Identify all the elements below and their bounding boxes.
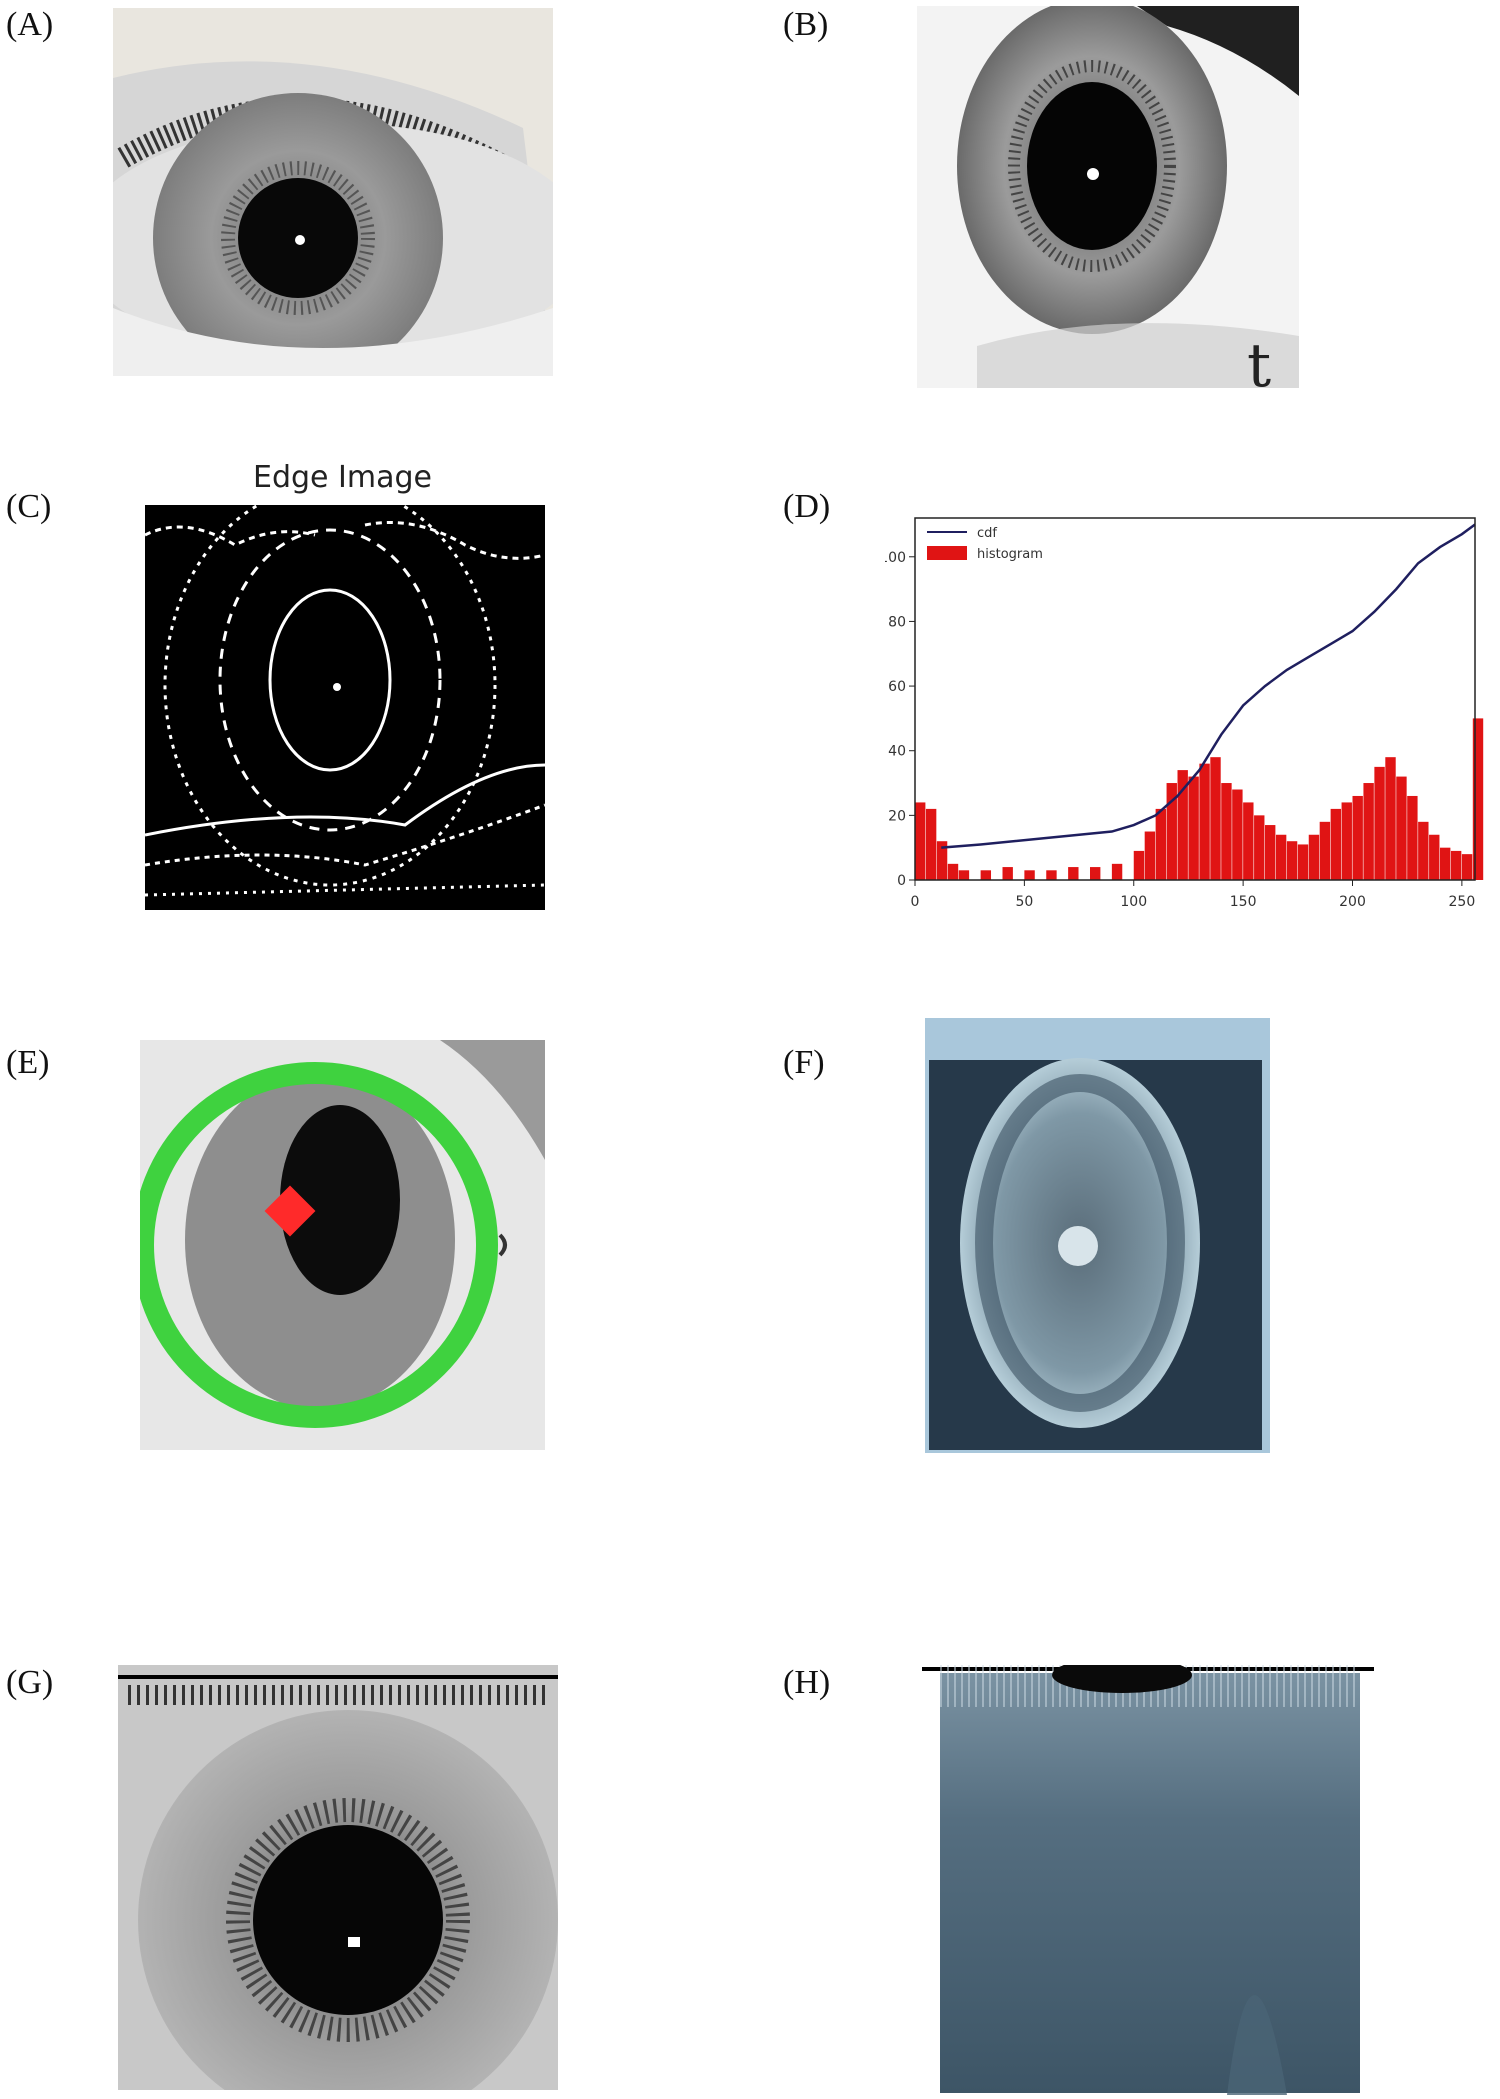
histogram-bar <box>1308 834 1320 880</box>
histogram-bar <box>1440 847 1451 880</box>
histogram-bar <box>1385 757 1396 880</box>
histogram-bar <box>1166 783 1177 880</box>
plot-frame <box>914 517 1476 881</box>
histogram-bar <box>1046 870 1057 880</box>
histogram-bar <box>1221 783 1232 880</box>
histogram-bar <box>1265 825 1276 880</box>
histogram-bar <box>1144 831 1156 880</box>
histogram-bar <box>958 870 970 880</box>
y-tick-label: 20 <box>888 808 906 824</box>
histogram-bar <box>1450 850 1462 880</box>
x-tick-label: 50 <box>1015 894 1033 910</box>
eye-image-b: t <box>917 6 1299 388</box>
eye-image-e <box>140 1040 545 1450</box>
eye-image-a <box>113 8 553 376</box>
cdf-line <box>941 523 1476 849</box>
x-tick-label: 100 <box>1120 894 1147 910</box>
histogram-bar <box>1068 867 1079 880</box>
histogram-bar <box>947 863 959 880</box>
panel-label-d: (D) <box>783 488 831 525</box>
histogram-bar <box>1341 802 1352 880</box>
histogram-bar <box>1024 870 1035 880</box>
panel-label-c: (C) <box>6 488 52 525</box>
iris-strip-h <box>922 1665 1374 2095</box>
edge-image-c <box>145 505 545 910</box>
histogram-bar <box>1002 867 1013 880</box>
y-tick-label: 60 <box>888 679 906 695</box>
x-tick-label: 150 <box>1230 894 1257 910</box>
y-tick-label: 100 <box>885 550 906 566</box>
histogram-bar <box>1243 802 1254 880</box>
histogram-bar <box>1472 718 1484 880</box>
panel-label-g: (G) <box>6 1664 54 1701</box>
x-tick-label: 200 <box>1339 894 1366 910</box>
histogram-bar <box>1177 770 1188 880</box>
panel-label-b: (B) <box>783 6 829 43</box>
legend-swatch-histogram <box>927 546 967 560</box>
x-tick-label: 250 <box>1449 894 1476 910</box>
panel-label-e: (E) <box>6 1044 50 1081</box>
panel-label-h: (H) <box>783 1664 831 1701</box>
histogram-bar <box>1133 850 1145 880</box>
edge-image-title: Edge Image <box>253 460 432 495</box>
histogram-chart: 0 50 100 150 200 250 0 20 40 60 80 100 cdf histogram <box>885 500 1485 920</box>
histogram-bar <box>1155 808 1167 880</box>
histogram-bar <box>1461 854 1473 880</box>
histogram-bar <box>1275 834 1287 880</box>
histogram-bar <box>1319 821 1331 880</box>
x-tick-label: 0 <box>911 894 920 910</box>
histogram-bar <box>1297 844 1309 880</box>
histogram-bar <box>1188 776 1199 880</box>
panel-label-f: (F) <box>783 1044 825 1081</box>
histogram-bar <box>1396 776 1407 880</box>
histogram-bar <box>1330 808 1342 880</box>
y-tick-label: 80 <box>888 614 906 630</box>
histogram-bar <box>1090 867 1101 880</box>
svg-text:t: t <box>1247 331 1271 388</box>
histogram-bar <box>1111 863 1123 880</box>
histogram-bar <box>1363 783 1374 880</box>
iris-image-f <box>925 1018 1270 1453</box>
panel-label-a: (A) <box>6 6 54 43</box>
legend-label-histogram: histogram <box>977 547 1043 562</box>
histogram-bar <box>915 802 926 880</box>
histogram-bar <box>1418 821 1429 880</box>
histogram-bar <box>1199 763 1210 880</box>
histogram-bar <box>1374 766 1385 880</box>
y-tick-label: 40 <box>888 744 906 760</box>
histogram-bar <box>936 841 948 880</box>
histogram-bar <box>1286 841 1298 880</box>
histogram-bar <box>980 870 992 880</box>
histogram-bar <box>1254 815 1265 880</box>
histogram-bar <box>1352 795 1363 880</box>
histogram-bar <box>925 808 937 880</box>
histogram-bar <box>1210 757 1221 880</box>
legend-label-cdf: cdf <box>977 526 997 541</box>
histogram-bar <box>1429 834 1440 880</box>
y-tick-label: 0 <box>897 873 906 889</box>
histogram-bar <box>1407 795 1418 880</box>
histogram-bar <box>1232 789 1243 880</box>
eye-image-g <box>118 1665 558 2090</box>
